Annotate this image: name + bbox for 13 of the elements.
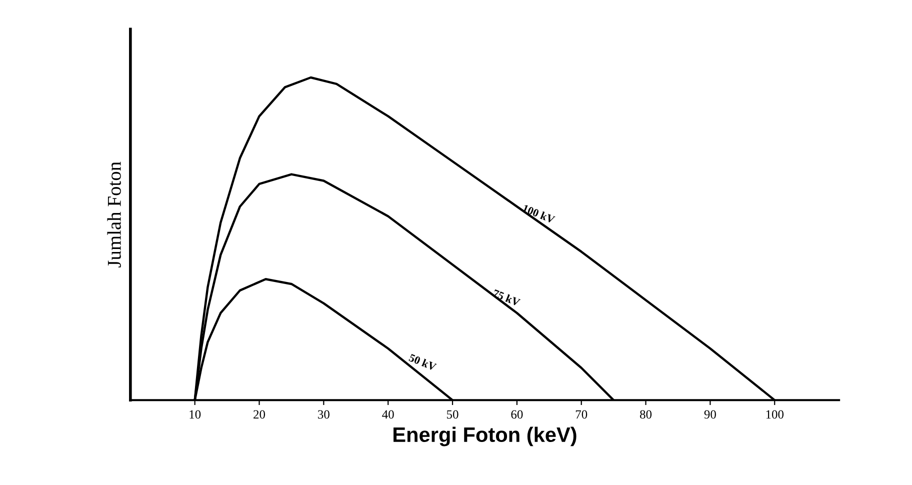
- x-tick-label: 50: [446, 410, 458, 419]
- x-tick-label: 40: [382, 410, 394, 419]
- x-tick-label: 10: [190, 410, 201, 419]
- x-tick-label: 100: [766, 410, 784, 419]
- x-tick-label: 80: [640, 410, 652, 419]
- x-tick-label: 60: [511, 410, 523, 419]
- x-tick-label: 90: [704, 410, 716, 419]
- annotation: 50 kV: [408, 353, 437, 372]
- y-axis-title: Jumlah Foton: [107, 162, 121, 268]
- x-tick-label: 70: [576, 410, 588, 419]
- x-tick-label: 20: [254, 410, 266, 419]
- x-tick-label: 30: [318, 410, 330, 419]
- x-axis-title: Energi Foton (keV): [394, 426, 576, 446]
